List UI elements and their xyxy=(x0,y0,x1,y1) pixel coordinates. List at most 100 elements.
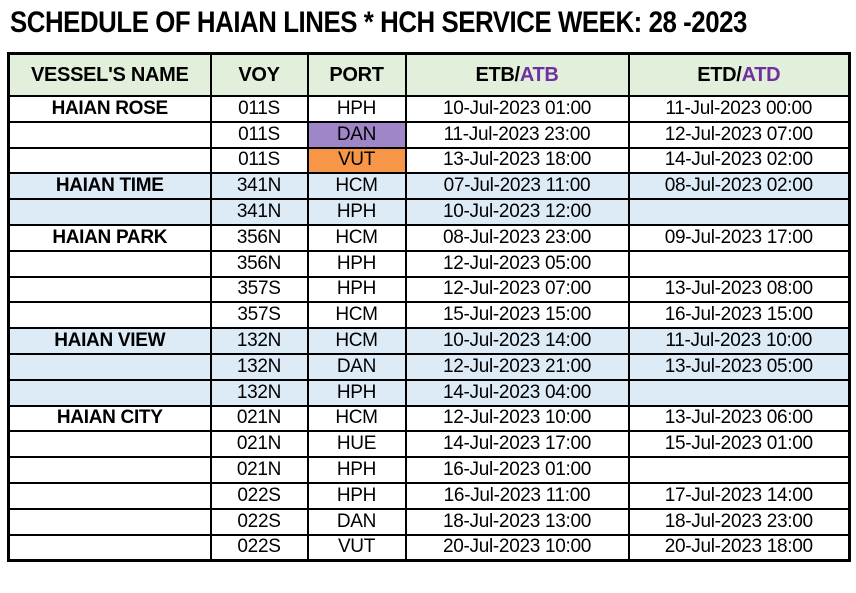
etb-cell: 12-Jul-2023 07:00 xyxy=(404,275,630,304)
voyage-cell: 132N xyxy=(209,352,309,381)
etb-cell: 11-Jul-2023 23:00 xyxy=(404,120,630,149)
etb-cell: 10-Jul-2023 01:00 xyxy=(404,95,630,123)
table-row: 132N DAN 12-Jul-2023 21:00 13-Jul-2023 05:0… xyxy=(7,352,851,381)
voyage-cell: 011S xyxy=(209,95,309,123)
schedule-table: VESSEL'S NAME VOY PORT ETB/ATB ETD/ATD H… xyxy=(7,52,851,563)
voyage-cell: 022S xyxy=(209,481,309,510)
etb-cell: 12-Jul-2023 10:00 xyxy=(404,404,630,433)
etd-cell: 11-Jul-2023 00:00 xyxy=(627,95,851,123)
vessel-name-cell xyxy=(7,249,212,278)
table-row: 357S HPH 12-Jul-2023 07:00 13-Jul-2023 08:0… xyxy=(7,275,851,304)
header-row: VESSEL'S NAME VOY PORT ETB/ATB ETD/ATD xyxy=(7,52,851,97)
port-cell: HCM xyxy=(306,301,407,330)
etd-cell: 17-Jul-2023 14:00 xyxy=(627,481,851,510)
etd-cell: 11-Jul-2023 10:00 xyxy=(627,327,851,355)
port-cell: DAN xyxy=(306,120,407,149)
vessel-name-cell xyxy=(7,198,212,226)
etb-cell: 12-Jul-2023 21:00 xyxy=(404,352,630,381)
etd-cell xyxy=(627,456,851,484)
port-cell: VUT xyxy=(306,533,407,562)
voyage-cell: 021N xyxy=(209,456,309,484)
voyage-cell: 022S xyxy=(209,533,309,562)
table-row: 022S VUT 20-Jul-2023 10:00 20-Jul-2023 18:0… xyxy=(7,533,851,562)
etd-cell: 13-Jul-2023 05:00 xyxy=(627,352,851,381)
etb-cell: 15-Jul-2023 15:00 xyxy=(404,301,630,330)
vessel-name-cell xyxy=(7,456,212,484)
voyage-cell: 357S xyxy=(209,301,309,330)
header-voy: VOY xyxy=(209,52,309,97)
port-cell: HCM xyxy=(306,223,407,252)
atd-label: ATD xyxy=(741,63,781,86)
table-row: HAIAN PARK 356N HCM 08-Jul-2023 23:00 09-Jul… xyxy=(7,223,851,252)
voyage-cell: 356N xyxy=(209,223,309,252)
vessel-name-cell: HAIAN CITY xyxy=(7,404,212,433)
voyage-cell: 021N xyxy=(209,430,309,459)
etd-cell: 13-Jul-2023 06:00 xyxy=(627,404,851,433)
voyage-cell: 021N xyxy=(209,404,309,433)
etd-cell: 16-Jul-2023 15:00 xyxy=(627,301,851,330)
port-cell: HPH xyxy=(306,481,407,510)
etd-cell: 14-Jul-2023 02:00 xyxy=(627,146,851,175)
vessel-name-cell xyxy=(7,275,212,304)
voyage-cell: 011S xyxy=(209,120,309,149)
page-title: SCHEDULE OF HAIAN LINES * HCH SERVICE WE… xyxy=(10,6,747,39)
vessel-name-cell xyxy=(7,507,212,536)
etb-cell: 10-Jul-2023 12:00 xyxy=(404,198,630,226)
voyage-cell: 341N xyxy=(209,172,309,201)
table-row: HAIAN CITY 021N HCM 12-Jul-2023 10:00 13-Jul… xyxy=(7,404,851,433)
etb-cell: 13-Jul-2023 18:00 xyxy=(404,146,630,175)
etd-cell: 13-Jul-2023 08:00 xyxy=(627,275,851,304)
table-row: 341N HPH 10-Jul-2023 12:00 xyxy=(7,198,851,226)
table-header: VESSEL'S NAME VOY PORT ETB/ATB ETD/ATD xyxy=(7,52,851,97)
port-cell: HCM xyxy=(306,404,407,433)
table-row: 132N HPH 14-Jul-2023 04:00 xyxy=(7,378,851,407)
table-row: 021N HUE 14-Jul-2023 17:00 15-Jul-2023 01:0… xyxy=(7,430,851,459)
header-etb-atb: ETB/ATB xyxy=(404,52,630,97)
etb-cell: 18-Jul-2023 13:00 xyxy=(404,507,630,536)
table-row: 357S HCM 15-Jul-2023 15:00 16-Jul-2023 15:0… xyxy=(7,301,851,330)
etb-cell: 07-Jul-2023 11:00 xyxy=(404,172,630,201)
table-row: 011S DAN 11-Jul-2023 23:00 12-Jul-2023 07:0… xyxy=(7,120,851,149)
table-row: 022S HPH 16-Jul-2023 11:00 17-Jul-2023 14:0… xyxy=(7,481,851,510)
port-cell: HCM xyxy=(306,327,407,355)
voyage-cell: 132N xyxy=(209,327,309,355)
etb-label: ETB/ xyxy=(475,63,520,86)
port-cell: HPH xyxy=(306,249,407,278)
table-row: 011S VUT 13-Jul-2023 18:00 14-Jul-2023 02:0… xyxy=(7,146,851,175)
schedule-table-body: HAIAN ROSE 011S HPH 10-Jul-2023 01:00 11-Jul… xyxy=(7,95,851,562)
vessel-name-cell xyxy=(7,352,212,381)
port-cell: HUE xyxy=(306,430,407,459)
vessel-name-cell xyxy=(7,378,212,407)
etd-cell xyxy=(627,378,851,407)
etd-label: ETD/ xyxy=(697,63,742,86)
voyage-cell: 011S xyxy=(209,146,309,175)
etd-cell: 08-Jul-2023 02:00 xyxy=(627,172,851,201)
port-cell: HPH xyxy=(306,198,407,226)
table-row: 356N HPH 12-Jul-2023 05:00 xyxy=(7,249,851,278)
port-cell: HPH xyxy=(306,378,407,407)
etb-cell: 14-Jul-2023 17:00 xyxy=(404,430,630,459)
port-cell: HPH xyxy=(306,95,407,123)
etb-cell: 12-Jul-2023 05:00 xyxy=(404,249,630,278)
port-cell: HPH xyxy=(306,275,407,304)
voyage-cell: 357S xyxy=(209,275,309,304)
vessel-name-cell xyxy=(7,301,212,330)
table-row: HAIAN VIEW 132N HCM 10-Jul-2023 14:00 11-Jul… xyxy=(7,327,851,355)
etb-cell: 16-Jul-2023 01:00 xyxy=(404,456,630,484)
vessel-name-cell xyxy=(7,430,212,459)
etd-cell: 15-Jul-2023 01:00 xyxy=(627,430,851,459)
voyage-cell: 022S xyxy=(209,507,309,536)
etd-cell: 20-Jul-2023 18:00 xyxy=(627,533,851,562)
port-cell: HCM xyxy=(306,172,407,201)
atb-label: ATB xyxy=(519,63,559,86)
table-row: HAIAN ROSE 011S HPH 10-Jul-2023 01:00 11-Jul… xyxy=(7,95,851,123)
etb-cell: 14-Jul-2023 04:00 xyxy=(404,378,630,407)
etd-cell: 09-Jul-2023 17:00 xyxy=(627,223,851,252)
etb-cell: 16-Jul-2023 11:00 xyxy=(404,481,630,510)
header-vessel-name: VESSEL'S NAME xyxy=(7,52,212,97)
table-row: 022S DAN 18-Jul-2023 13:00 18-Jul-2023 23:0… xyxy=(7,507,851,536)
port-cell: HPH xyxy=(306,456,407,484)
vessel-name-cell: HAIAN TIME xyxy=(7,172,212,201)
etd-cell: 18-Jul-2023 23:00 xyxy=(627,507,851,536)
